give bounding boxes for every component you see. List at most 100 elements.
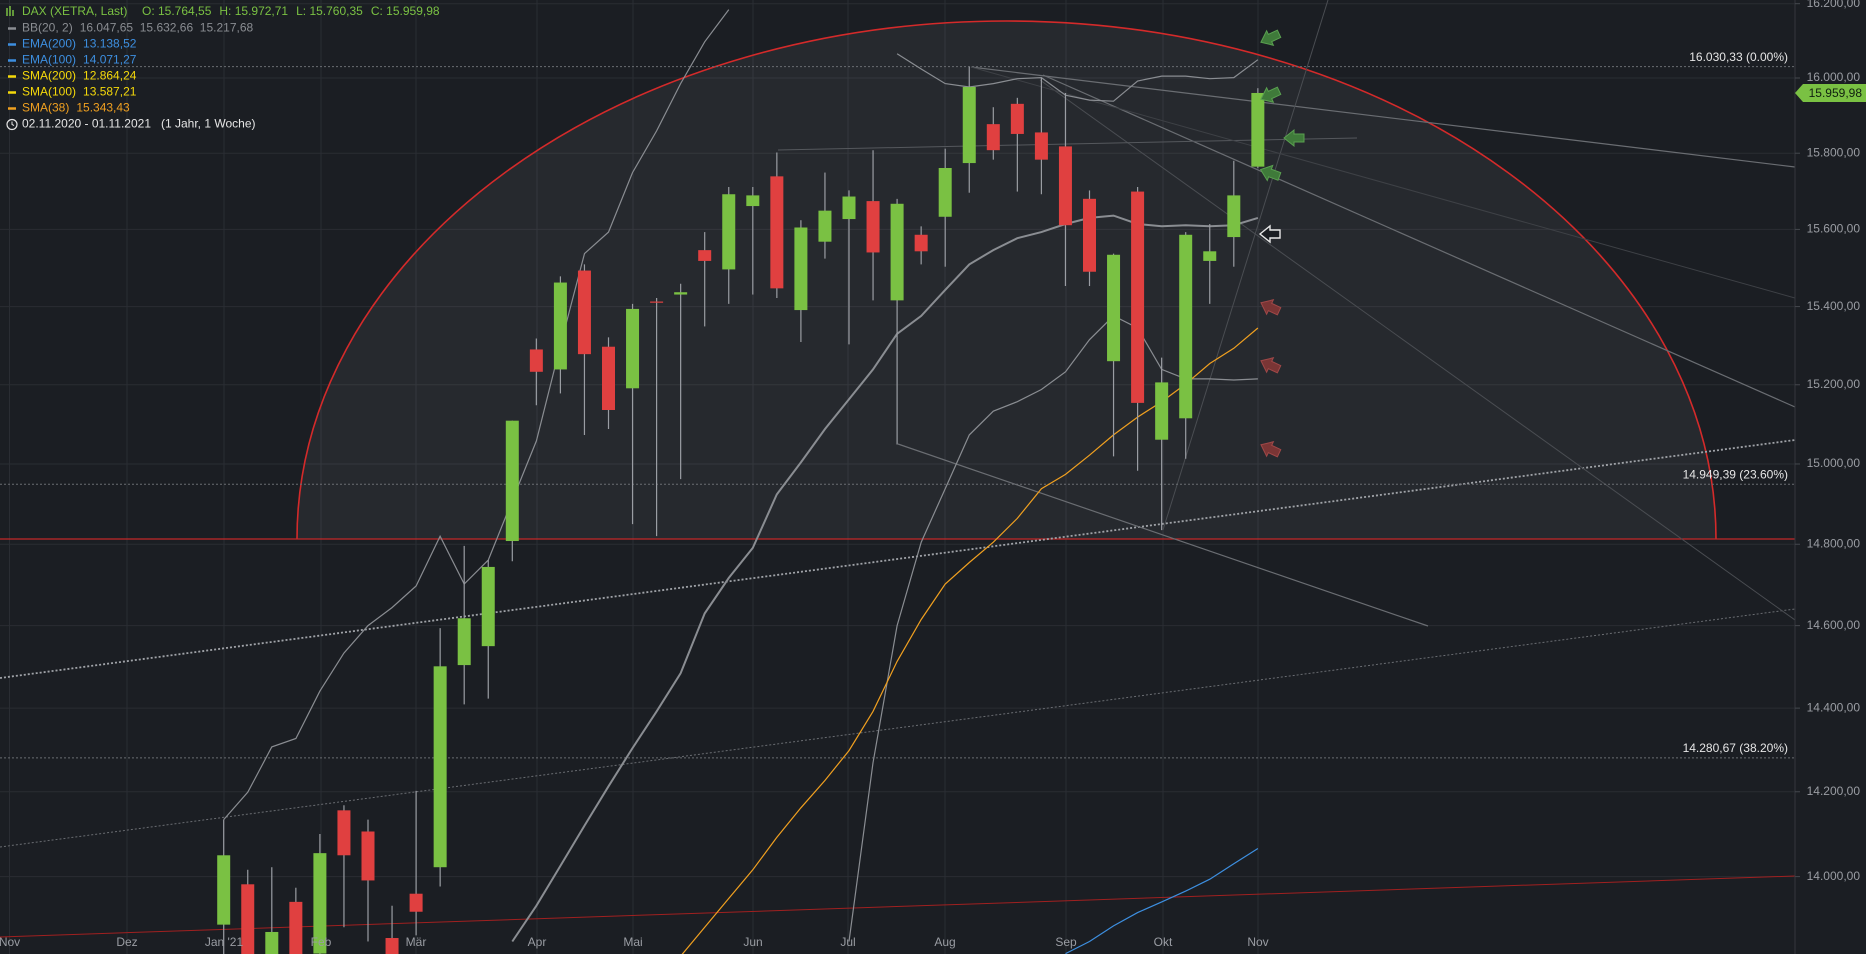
candle-body	[602, 346, 615, 410]
candle-body	[986, 124, 1000, 151]
x-tick-label: Aug	[934, 935, 955, 949]
candle-body	[289, 901, 303, 954]
candle-body	[265, 931, 279, 954]
arc	[296, 20, 1717, 540]
y-tick-label: 15.800,00	[1807, 145, 1861, 159]
candle-body	[914, 234, 928, 252]
legend-readout: 13.138,52	[83, 37, 137, 51]
clock-icon	[6, 118, 18, 131]
candle-body	[433, 666, 447, 868]
x-tick-label: Mai	[623, 935, 642, 949]
candle-body	[938, 167, 952, 217]
candle-body	[1034, 132, 1048, 160]
trend-line	[1039, 79, 1795, 621]
candle-body	[650, 301, 664, 303]
x-tick-label: Apr	[528, 935, 547, 949]
candle-body	[1203, 251, 1217, 261]
header: DAX (XETRA, Last) O: 15.764,55 H: 15.972,7…	[6, 4, 440, 131]
y-tick-label: 16.000,00	[1807, 70, 1861, 84]
x-tick-label: Jan '21	[205, 935, 244, 949]
candle-body	[1058, 146, 1072, 226]
candle-body	[385, 938, 399, 954]
trend-line	[1042, 74, 1795, 408]
trend-line	[897, 443, 1429, 627]
candle-body	[746, 195, 760, 207]
legend-name: SMA(100)	[22, 85, 76, 99]
date-range: 02.11.2020 - 01.11.2021	[22, 117, 151, 131]
candle-body	[818, 210, 832, 242]
ohlc-readout: L: 15.760,35	[296, 4, 363, 18]
candle-body	[577, 270, 591, 355]
arrow	[1260, 357, 1282, 374]
legend-readout: 15.343,43	[76, 101, 130, 115]
legend-readout: 14.071,27	[83, 53, 137, 67]
candle-body	[1131, 191, 1145, 403]
candle-body	[770, 176, 784, 289]
legend-name: EMA(200)	[22, 37, 76, 51]
instrument-name: DAX (XETRA, Last)	[22, 4, 127, 18]
fib-label: 14.280,67 (38.20%)	[1683, 741, 1788, 755]
fib-label: 14.949,39 (23.60%)	[1683, 467, 1788, 481]
candle-body	[505, 420, 519, 542]
grid	[0, 0, 1795, 954]
x-tick-label: Feb	[311, 935, 332, 949]
indicator-line	[1065, 847, 1259, 954]
plot	[0, 9, 1795, 954]
y-tick-label: 15.400,00	[1807, 299, 1861, 313]
legend-name: BB(20, 2)	[22, 21, 73, 35]
x-tick-label: Jun	[743, 935, 762, 949]
ohlc-readout: O: 15.764,55	[142, 4, 212, 18]
arrow	[1258, 224, 1281, 244]
clock-hands	[11, 121, 15, 126]
ohlc-readout: C: 15.959,98	[371, 4, 440, 18]
ohlc-readout: H: 15.972,71	[219, 4, 288, 18]
y-tick-label: 15.200,00	[1807, 377, 1861, 391]
trend-line	[970, 66, 1795, 168]
legend-readout: 12.864,24	[83, 69, 137, 83]
candle-body	[794, 227, 808, 311]
candle-body	[241, 884, 255, 954]
candle-body	[626, 308, 640, 389]
arrow	[1259, 164, 1282, 182]
candle-body	[529, 349, 543, 372]
candle-body	[337, 810, 351, 856]
price-tag	[1795, 83, 1866, 102]
candle-body	[481, 566, 495, 647]
legend-name: EMA(100)	[22, 53, 76, 67]
candle-body	[217, 855, 231, 925]
x-tick-label: Sep	[1055, 935, 1077, 949]
x-tick-label: Dez	[116, 935, 137, 949]
candle-body	[1107, 254, 1121, 362]
arrow	[1260, 29, 1282, 46]
y-tick-label: 15.600,00	[1807, 222, 1861, 236]
trend-line	[970, 66, 1795, 299]
drawings	[0, 0, 1795, 938]
x-tick-label: Jul	[840, 935, 855, 949]
candle-body	[1179, 234, 1193, 419]
period: (1 Jahr, 1 Woche)	[161, 117, 256, 131]
candle-body	[313, 853, 327, 954]
candle-body	[866, 201, 880, 253]
x-tick-label: Mär	[406, 935, 427, 949]
y-tick-label: 14.800,00	[1807, 536, 1861, 550]
y-tick-label: 16.200,00	[1807, 0, 1861, 10]
trend-line	[0, 608, 1795, 848]
price-tag-label: 15.959,98	[1809, 86, 1863, 100]
y-tick-label: 14.200,00	[1807, 784, 1861, 798]
instrument-icon	[6, 6, 14, 16]
arrow	[1260, 299, 1282, 316]
candle-body	[1155, 382, 1169, 440]
candle-body	[361, 831, 375, 881]
candle-body	[674, 292, 688, 295]
band-upper	[223, 9, 1259, 820]
trend-line	[1162, 0, 1329, 531]
legend-name: SMA(200)	[22, 69, 76, 83]
x-tick-label: Nov	[1247, 935, 1268, 949]
trend-line	[0, 439, 1795, 679]
legend-name: SMA(38)	[22, 101, 69, 115]
candle-body	[457, 618, 471, 666]
